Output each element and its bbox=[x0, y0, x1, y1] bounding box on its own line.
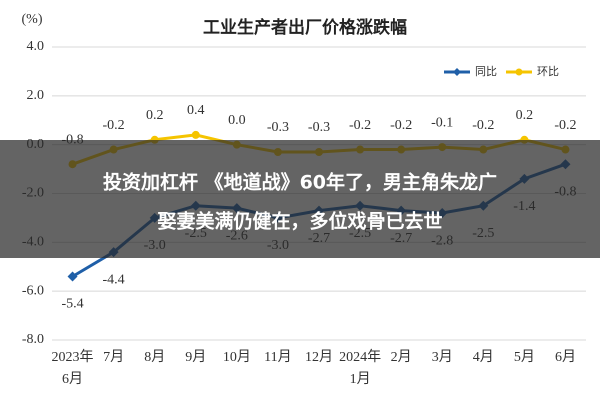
x-tick-label: 6月 bbox=[555, 349, 576, 365]
x-tick-label: 4月 bbox=[473, 349, 494, 365]
value-label: -0.2 bbox=[349, 118, 371, 133]
x-tick-label: 7月 bbox=[103, 349, 124, 365]
y-tick-label: -6.0 bbox=[22, 283, 44, 298]
point bbox=[67, 271, 78, 282]
banner-background bbox=[0, 140, 600, 258]
x-tick-label: 9月 bbox=[185, 349, 206, 365]
x-tick-label: 10月 bbox=[223, 349, 251, 365]
x-tick-label: 2024年 1月 bbox=[339, 349, 381, 387]
value-label: -0.1 bbox=[431, 115, 453, 130]
y-tick-label: 4.0 bbox=[27, 39, 45, 54]
value-label: 0.2 bbox=[516, 108, 534, 123]
value-label: -0.3 bbox=[308, 120, 330, 135]
value-label: -4.4 bbox=[103, 272, 125, 287]
value-label: -5.4 bbox=[61, 297, 83, 312]
value-label: -0.2 bbox=[390, 118, 412, 133]
banner-text: 投资加杠杆 《地道战》60年了，男主角朱龙广 bbox=[103, 171, 497, 194]
x-tick-label: 2月 bbox=[391, 349, 412, 365]
banner-text: 娶妻美满仍健在，多位戏骨已去世 bbox=[157, 210, 442, 233]
value-label: -0.3 bbox=[267, 120, 289, 135]
legend-marker bbox=[453, 68, 461, 76]
y-tick-label: -8.0 bbox=[22, 332, 44, 347]
legend-label: 环比 bbox=[537, 65, 559, 78]
y-axis-label: (%) bbox=[22, 12, 43, 27]
value-label: 0.4 bbox=[187, 103, 205, 118]
x-tick-label: 5月 bbox=[514, 349, 535, 365]
x-tick-label: 12月 bbox=[305, 349, 333, 365]
point bbox=[191, 130, 200, 139]
x-tick-label: 11月 bbox=[264, 349, 291, 365]
value-label: -0.2 bbox=[554, 118, 576, 133]
x-tick-label: 8月 bbox=[144, 349, 165, 365]
value-label: -0.2 bbox=[103, 118, 125, 133]
x-tick-label: 2023年 6月 bbox=[52, 349, 94, 387]
x-tick-label: 3月 bbox=[432, 349, 453, 365]
value-label: 0.2 bbox=[146, 108, 164, 123]
legend-label: 同比 bbox=[475, 65, 497, 78]
y-tick-label: 2.0 bbox=[27, 88, 45, 103]
chart-title: 工业生产者出厂价格涨跌幅 bbox=[203, 17, 407, 38]
legend-marker bbox=[515, 68, 523, 76]
value-label: 0.0 bbox=[228, 113, 246, 128]
value-label: -0.2 bbox=[472, 118, 494, 133]
